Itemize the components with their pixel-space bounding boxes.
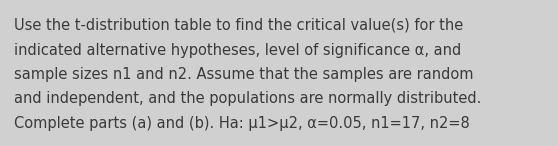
Text: Use the t-distribution table to find the critical value(s) for the: Use the t-distribution table to find the… (14, 18, 463, 33)
Text: sample sizes n1 and n2. Assume that the samples are random: sample sizes n1 and n2. Assume that the … (14, 67, 474, 82)
Text: indicated alternative hypotheses, level of significance α, and: indicated alternative hypotheses, level … (14, 42, 461, 58)
Text: Complete parts (a) and (b). Ha: μ1>μ2, α=0.05, n1=17, n2=8: Complete parts (a) and (b). Ha: μ1>μ2, α… (14, 116, 470, 131)
Text: and independent, and the populations are normally distributed.: and independent, and the populations are… (14, 92, 482, 106)
